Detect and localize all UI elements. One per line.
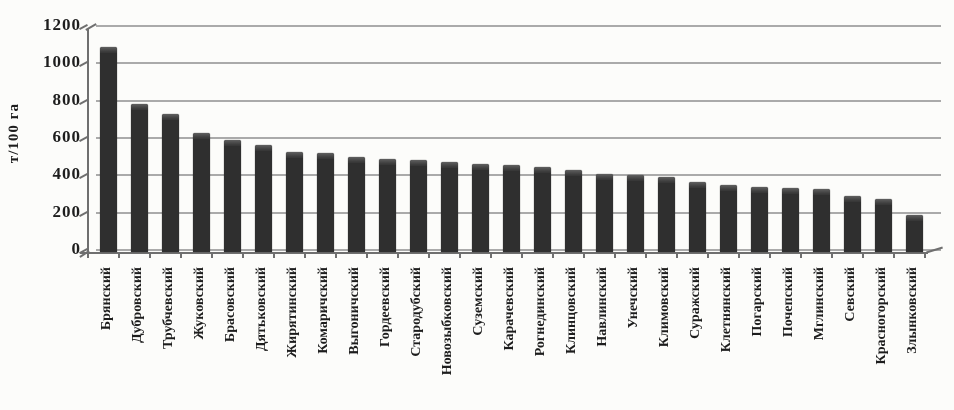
x-tick-mark-3 xyxy=(180,253,182,258)
y-tick-label-1200: 1200 xyxy=(43,15,81,34)
bar-Жуковский xyxy=(193,133,210,252)
bar-Дубровский xyxy=(131,104,148,252)
x-category-label-Мглинский: Мглинский xyxy=(812,267,827,341)
bar-Стародубский xyxy=(410,160,427,252)
x-tick-mark-26 xyxy=(893,253,895,258)
x-tick-mark-10 xyxy=(397,253,399,258)
bar-Комаричский xyxy=(317,152,334,252)
bar-Суражский xyxy=(689,181,706,252)
x-category-label-Навлинский: Навлинский xyxy=(595,267,610,347)
bar-Гордеевский xyxy=(379,158,396,252)
bar-Клинцовский xyxy=(565,169,582,252)
x-tick-mark-12 xyxy=(459,253,461,258)
x-tick-mark-23 xyxy=(800,253,802,258)
bar-Навлинский xyxy=(596,174,613,252)
x-tick-mark-2 xyxy=(149,253,151,258)
x-category-label-Клинцовский: Клинцовский xyxy=(564,267,579,355)
y-tick-label-1000: 1000 xyxy=(43,52,81,72)
x-tick-mark-22 xyxy=(769,253,771,258)
x-tick-mark-4 xyxy=(211,253,213,258)
x-category-label-Жирятинский: Жирятинский xyxy=(285,267,300,358)
y-tick-label-200: 200 xyxy=(52,201,81,221)
x-tick-mark-17 xyxy=(614,253,616,258)
bar-Почепский xyxy=(782,188,799,252)
x-category-label-Севский: Севский xyxy=(843,267,858,322)
y-tick-label-600: 600 xyxy=(52,127,81,146)
bar-Новозыбковский xyxy=(441,162,458,252)
x-category-label-Карачевский: Карачевский xyxy=(502,267,517,351)
x-tick-mark-0 xyxy=(87,253,89,258)
x-category-label-Почепский: Почепский xyxy=(781,267,796,338)
x-category-label-Суземский: Суземский xyxy=(471,267,486,336)
x-tick-mark-21 xyxy=(738,253,740,258)
x-category-label-Гордеевский: Гордеевский xyxy=(378,267,393,347)
x-tick-mark-11 xyxy=(428,253,430,258)
x-axis-baseline xyxy=(80,252,928,254)
x-category-label-Комаричский: Комаричский xyxy=(316,267,331,354)
x-tick-mark-16 xyxy=(583,253,585,258)
bar-Мглинский xyxy=(813,189,830,252)
x-category-label-Брасовский: Брасовский xyxy=(223,267,238,343)
bar-Трубчевский xyxy=(162,113,179,252)
bar-Злынковский xyxy=(906,214,923,252)
bar-Климовский xyxy=(658,177,675,252)
x-tick-mark-6 xyxy=(273,253,275,258)
x-category-label-Суражский: Суражский xyxy=(688,267,703,339)
bar-Брянский xyxy=(100,46,117,252)
x-tick-mark-19 xyxy=(676,253,678,258)
bar-Брасовский xyxy=(224,139,241,252)
x-tick-mark-13 xyxy=(490,253,492,258)
gridline-1200 xyxy=(96,25,941,27)
y-tick-label-400: 400 xyxy=(52,164,81,184)
bar-Севский xyxy=(844,195,861,252)
gridline-600 xyxy=(96,137,941,139)
x-tick-mark-7 xyxy=(304,253,306,258)
x-tick-mark-5 xyxy=(242,253,244,258)
bar-Выгоничский xyxy=(348,156,365,252)
gridline-1000 xyxy=(96,62,941,65)
x-tick-mark-14 xyxy=(521,253,523,258)
x-category-label-Рогнединский: Рогнединский xyxy=(533,267,548,357)
bar-Карачевский xyxy=(503,165,520,252)
x-tick-mark-24 xyxy=(831,253,833,258)
x-tick-mark-8 xyxy=(335,253,337,258)
x-tick-mark-1 xyxy=(118,253,120,258)
x-category-label-Новозыбковский: Новозыбковский xyxy=(440,267,455,376)
x-tick-mark-27 xyxy=(924,253,926,258)
x-category-label-Трубчевский: Трубчевский xyxy=(161,267,176,349)
x-category-label-Унечский: Унечский xyxy=(626,267,641,329)
x-category-label-Климовский: Климовский xyxy=(657,267,672,348)
bar-Жирятинский xyxy=(286,152,303,252)
x-tick-mark-9 xyxy=(366,253,368,258)
x-tick-mark-25 xyxy=(862,253,864,258)
y-tick-label-0: 0 xyxy=(71,239,81,258)
bar-Дятьковский xyxy=(255,145,272,252)
bar-Суземский xyxy=(472,164,489,252)
x-category-label-Дятьковский: Дятьковский xyxy=(254,267,269,352)
x-category-label-Злынковский: Злынковский xyxy=(905,267,920,354)
y-axis-line xyxy=(87,28,89,253)
x-category-label-Жуковский: Жуковский xyxy=(192,267,207,340)
bar-Унечский xyxy=(627,175,644,252)
bar-Погарский xyxy=(751,186,768,252)
x-category-label-Выгоничский: Выгоничский xyxy=(347,267,362,355)
gridline-800 xyxy=(96,99,941,102)
y-tick-label-800: 800 xyxy=(52,89,81,109)
x-tick-mark-15 xyxy=(552,253,554,258)
x-category-label-Брянский: Брянский xyxy=(99,267,114,331)
x-category-label-Дубровский: Дубровский xyxy=(130,267,145,344)
bar-Красногорский xyxy=(875,198,892,252)
x-category-label-Красногорский: Красногорский xyxy=(874,267,889,365)
bar-Рогнединский xyxy=(534,166,551,252)
x-category-label-Клетнянский: Клетнянский xyxy=(719,267,734,353)
x-category-label-Стародубский: Стародубский xyxy=(409,267,424,357)
x-category-label-Погарский: Погарский xyxy=(750,267,765,337)
x-tick-mark-20 xyxy=(707,253,709,258)
x-tick-mark-18 xyxy=(645,253,647,258)
bar-Клетнянский xyxy=(720,184,737,252)
